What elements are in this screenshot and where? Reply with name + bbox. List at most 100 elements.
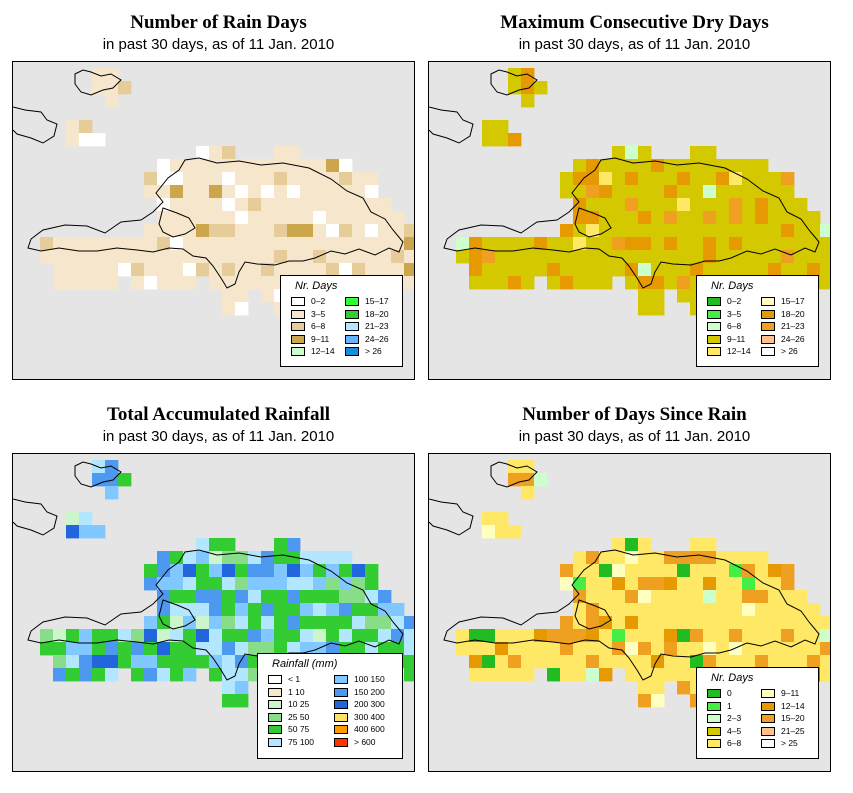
legend-label: 150 200 <box>354 686 385 697</box>
grid-cell <box>560 577 574 591</box>
grid-cell <box>742 250 756 264</box>
grid-cell <box>53 629 67 643</box>
grid-cell <box>703 590 717 604</box>
grid-cell <box>105 668 119 682</box>
grid-cell <box>170 642 184 656</box>
grid-cell <box>235 198 249 212</box>
grid-cell <box>209 629 223 643</box>
grid-cell <box>495 512 509 526</box>
legend-swatch <box>707 714 721 723</box>
grid-cell <box>196 616 210 630</box>
days-since-rain-map[interactable] <box>428 453 831 772</box>
grid-cell <box>196 629 210 643</box>
grid-cell <box>768 642 782 656</box>
grid-cell <box>274 642 288 656</box>
grid-cell <box>638 564 652 578</box>
grid-cell <box>118 642 132 656</box>
grid-cell <box>651 655 665 669</box>
grid-cell <box>703 146 717 160</box>
grid-cell <box>742 642 756 656</box>
grid-cell <box>209 276 223 290</box>
grid-cell <box>651 616 665 630</box>
grid-cell <box>573 198 587 212</box>
grid-cell <box>66 655 80 669</box>
grid-cell <box>768 603 782 617</box>
legend-label: 2–3 <box>727 713 742 723</box>
grid-cell <box>222 538 236 552</box>
grid-cell <box>326 577 340 591</box>
grid-cell <box>599 590 613 604</box>
grid-cell <box>781 564 795 578</box>
legend-label: 12–14 <box>311 346 335 356</box>
legend-label: 25 50 <box>288 711 310 722</box>
grid-cell <box>53 250 67 264</box>
grid-cell <box>274 159 288 173</box>
grid-cell <box>729 655 743 669</box>
grid-cell <box>274 551 288 565</box>
grid-cell <box>677 276 691 290</box>
grid-cell <box>66 668 80 682</box>
grid-cell <box>547 263 561 277</box>
grid-cell <box>573 263 587 277</box>
grid-cell <box>651 577 665 591</box>
grid-cell <box>235 590 249 604</box>
grid-cell <box>209 590 223 604</box>
grid-cell <box>690 237 704 251</box>
grid-cell <box>144 642 158 656</box>
grid-cell <box>677 198 691 212</box>
grid-cell <box>716 237 730 251</box>
grid-cell <box>170 629 184 643</box>
grid-cell <box>92 525 106 539</box>
grid-cell <box>209 211 223 225</box>
grid-cell <box>573 551 587 565</box>
hispaniola-coastline <box>27 549 404 681</box>
grid-cell <box>183 629 197 643</box>
grid-cell <box>196 211 210 225</box>
grid-cell <box>651 250 665 264</box>
grid-cell <box>235 642 249 656</box>
grid-cell <box>599 237 613 251</box>
grid-cell <box>378 603 392 617</box>
grid-cell <box>248 172 262 186</box>
rain-days-map[interactable] <box>12 61 415 380</box>
grid-cell <box>274 577 288 591</box>
days-since-rain-legend: Nr. Days 0 1 2–3 4–5 6–8 9–11 12–14 15–20 21–25 >… <box>696 667 819 759</box>
grid-cell <box>716 198 730 212</box>
grid-cell <box>248 577 262 591</box>
legend-swatch <box>268 737 282 747</box>
grid-cell <box>339 224 353 238</box>
grid-cell <box>144 263 158 277</box>
grid-cell <box>222 616 236 630</box>
grid-cell <box>638 642 652 656</box>
grid-cell <box>599 172 613 186</box>
grid-cell <box>222 564 236 578</box>
grid-cell <box>625 250 639 264</box>
legend-label: 21–23 <box>781 321 805 331</box>
grid-cell <box>638 263 652 277</box>
grid-cell <box>53 655 67 669</box>
grid-cell <box>508 655 522 669</box>
grid-cell <box>326 198 340 212</box>
grid-cell <box>378 616 392 630</box>
legend-swatch <box>334 700 348 709</box>
grid-cell <box>183 237 197 251</box>
grid-cell <box>326 185 340 199</box>
grid-cell <box>469 276 483 290</box>
grid-cell <box>807 250 821 264</box>
grid-cell <box>664 159 678 173</box>
grid-cell <box>157 198 171 212</box>
grid-cell <box>508 473 522 487</box>
grid-cell <box>664 224 678 238</box>
grid-cell <box>742 263 756 277</box>
grid-cell <box>339 263 353 277</box>
grid-cell <box>196 198 210 212</box>
grid-cell <box>729 642 743 656</box>
grid-cell <box>339 629 353 643</box>
grid-cell <box>482 525 496 539</box>
grid-cell <box>144 655 158 669</box>
legend-swatch <box>345 322 359 331</box>
grid-cell <box>456 250 470 264</box>
grid-cell <box>521 668 535 682</box>
grid-cell <box>599 551 613 565</box>
total-rainfall-legend: Rainfall (mm) < 1 1 10 10 25 25 50 50 75 75 1… <box>257 653 403 759</box>
